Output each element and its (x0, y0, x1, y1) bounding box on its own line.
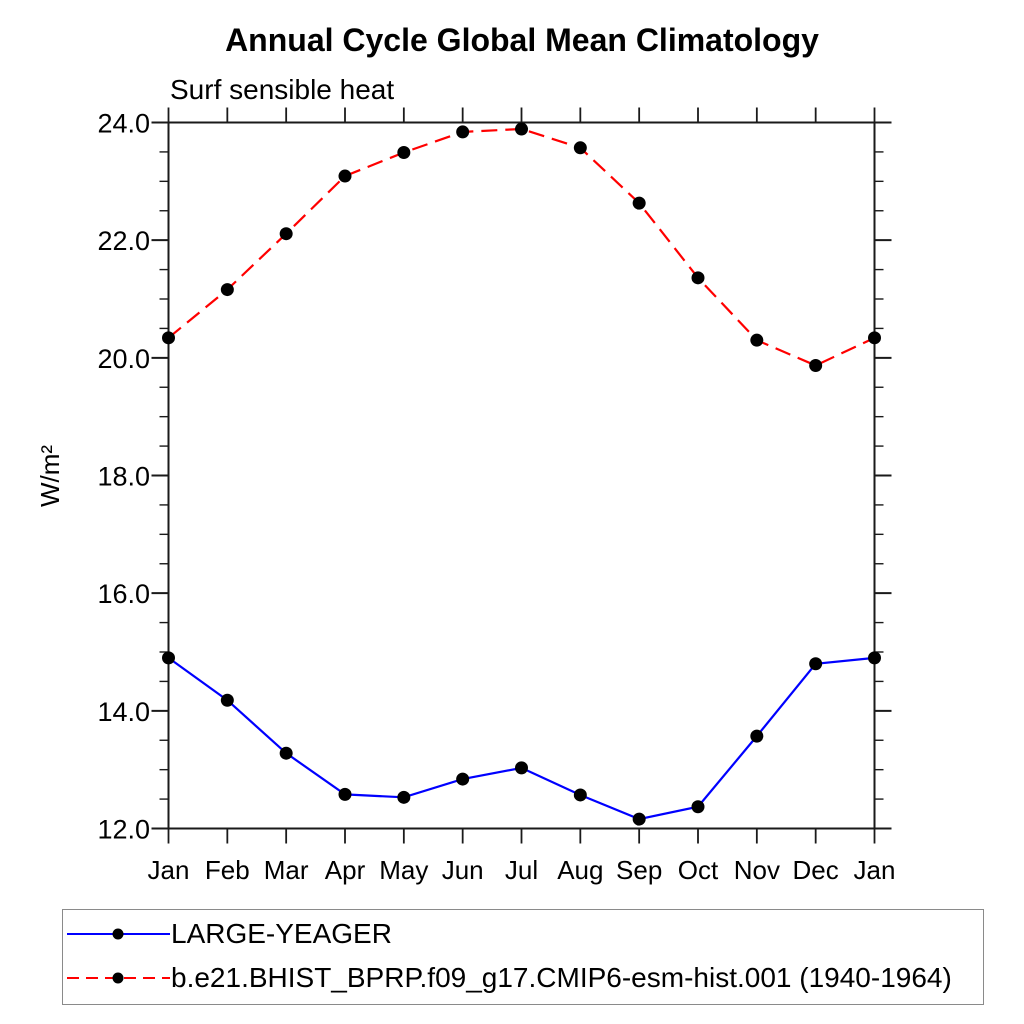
legend-entry-large-yeager: LARGE-YEAGER (66, 917, 392, 951)
svg-text:Mar: Mar (264, 855, 309, 885)
svg-text:Jan: Jan (148, 855, 190, 885)
chart-title: Annual Cycle Global Mean Climatology (225, 22, 819, 58)
svg-text:20.0: 20.0 (97, 344, 150, 374)
svg-text:12.0: 12.0 (97, 815, 150, 845)
legend-line-sample-dashed (67, 972, 170, 984)
svg-text:Jan: Jan (854, 855, 896, 885)
svg-text:18.0: 18.0 (97, 462, 150, 492)
svg-text:24.0: 24.0 (97, 109, 150, 139)
legend-label: b.e21.BHIST_BPRP.f09_g17.CMIP6-esm-hist.… (171, 962, 952, 993)
svg-text:Nov: Nov (734, 855, 780, 885)
svg-text:Aug: Aug (557, 855, 603, 885)
legend-line-sample-solid (67, 928, 170, 940)
legend-label: LARGE-YEAGER (171, 918, 392, 949)
svg-text:Dec: Dec (793, 855, 839, 885)
chart-subtitle: Surf sensible heat (170, 74, 395, 105)
legend-box: LARGE-YEAGER b.e21.BHIST_BPRP.f09_g17.CM… (62, 909, 984, 1005)
svg-text:Feb: Feb (205, 855, 250, 885)
svg-text:22.0: 22.0 (97, 226, 150, 256)
svg-text:16.0: 16.0 (97, 579, 150, 609)
svg-text:Jul: Jul (505, 855, 538, 885)
svg-text:May: May (379, 855, 428, 885)
svg-text:Apr: Apr (325, 855, 366, 885)
legend-entry-cmip6-run: b.e21.BHIST_BPRP.f09_g17.CMIP6-esm-hist.… (66, 961, 952, 995)
svg-text:Jun: Jun (442, 855, 484, 885)
svg-text:Sep: Sep (616, 855, 662, 885)
svg-text:Oct: Oct (678, 855, 719, 885)
svg-text:14.0: 14.0 (97, 697, 150, 727)
